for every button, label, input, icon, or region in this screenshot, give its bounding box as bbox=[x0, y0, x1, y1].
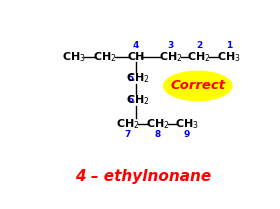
Text: 8: 8 bbox=[154, 130, 160, 139]
Text: 5: 5 bbox=[127, 74, 134, 83]
Text: CH$_3$: CH$_3$ bbox=[217, 50, 241, 64]
Text: CH$_2$: CH$_2$ bbox=[159, 50, 183, 64]
Text: 7: 7 bbox=[125, 130, 131, 139]
Text: CH$_2$: CH$_2$ bbox=[126, 71, 150, 85]
Text: CH$_3$: CH$_3$ bbox=[62, 50, 86, 64]
Ellipse shape bbox=[164, 71, 232, 101]
Text: CH$_2$: CH$_2$ bbox=[126, 93, 150, 107]
Text: 9: 9 bbox=[184, 130, 190, 139]
Text: CH: CH bbox=[127, 52, 144, 62]
Text: 4: 4 bbox=[132, 41, 139, 50]
Text: CH$_2$: CH$_2$ bbox=[187, 50, 211, 64]
Text: Correct: Correct bbox=[170, 79, 225, 92]
Text: CH$_2$: CH$_2$ bbox=[146, 117, 169, 131]
Text: 2: 2 bbox=[196, 41, 202, 50]
Text: 3: 3 bbox=[167, 41, 174, 50]
Text: 6: 6 bbox=[127, 95, 134, 104]
Text: CH$_2$: CH$_2$ bbox=[116, 117, 140, 131]
Text: CH$_2$: CH$_2$ bbox=[93, 50, 116, 64]
Text: 4 – ethylnonane: 4 – ethylnonane bbox=[75, 169, 212, 184]
Text: 1: 1 bbox=[226, 41, 232, 50]
Text: CH$_3$: CH$_3$ bbox=[175, 117, 199, 131]
